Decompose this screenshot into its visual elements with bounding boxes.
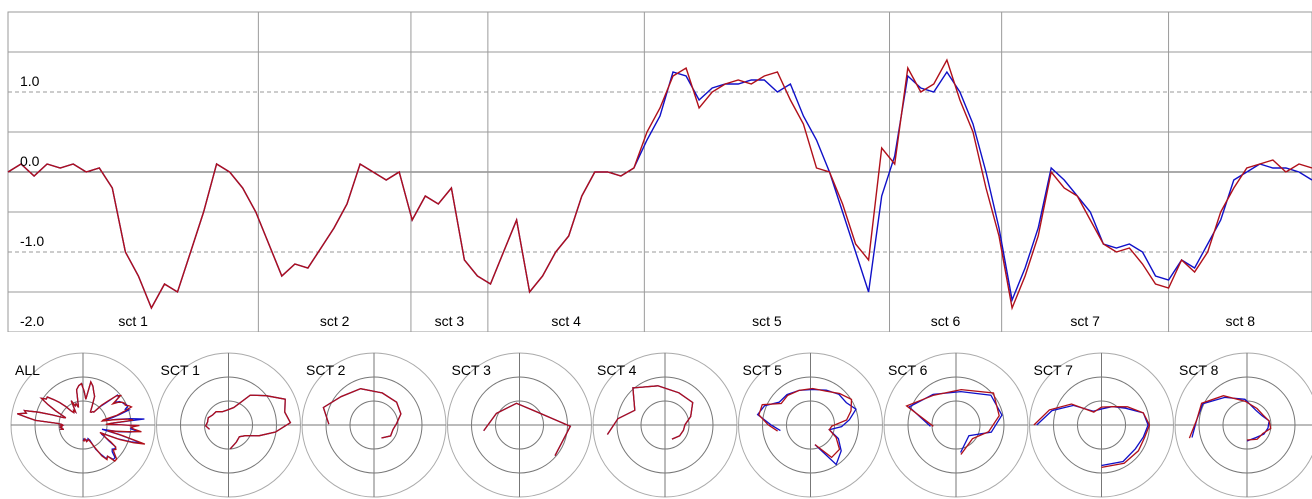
polar-trace-red xyxy=(905,388,1000,455)
polar-trace-red xyxy=(483,402,572,457)
polar-plot-all: ALL xyxy=(10,352,156,498)
sector-label: sct 2 xyxy=(320,313,350,329)
polar-trace-red xyxy=(606,385,694,440)
polar-label: SCT 8 xyxy=(1179,362,1219,378)
series-line-red xyxy=(7,58,1312,311)
y-tick-label: -1.0 xyxy=(20,233,44,249)
polar-trace-red xyxy=(1188,395,1272,441)
polar-label: SCT 6 xyxy=(888,362,928,378)
y-tick-label: 0.0 xyxy=(20,153,40,169)
polar-label: SCT 7 xyxy=(1034,362,1074,378)
polar-plots-row: ALL SCT 1 SCT 2 SCT 3 SCT 4 SCT 5 SCT 6 SCT 7 SC… xyxy=(10,352,1312,498)
polar-label: SCT 3 xyxy=(452,362,492,378)
sector-label: sct 6 xyxy=(931,313,961,329)
sector-label: sct 5 xyxy=(752,313,782,329)
grid-layer xyxy=(8,12,1312,332)
polar-label: SCT 4 xyxy=(597,362,637,378)
y-tick-label: -2.0 xyxy=(20,313,44,329)
polar-label: SCT 1 xyxy=(161,362,201,378)
polar-plot-sct-4: SCT 4 xyxy=(592,352,738,498)
series-layer xyxy=(7,58,1312,311)
polar-plot-sct-3: SCT 3 xyxy=(447,352,592,498)
polar-trace-red xyxy=(204,394,292,450)
polar-trace-red xyxy=(322,388,402,439)
main-line-chart: 1.0 0.0 -1.0 -2.0 sct 1 sct 2 sct 3 sct 4 sct 5 s… xyxy=(7,11,1312,332)
sector-label: sct 8 xyxy=(1225,313,1255,329)
sector-label: sct 4 xyxy=(551,313,581,329)
polar-plot-sct-1: SCT 1 xyxy=(156,352,301,498)
polar-trace-blue xyxy=(907,390,1003,453)
polar-plot-sct-5: SCT 5 xyxy=(738,352,883,498)
polar-trace-red xyxy=(1033,403,1151,469)
sector-label: sct 7 xyxy=(1070,313,1100,329)
label-layer: 1.0 0.0 -1.0 -2.0 sct 1 sct 2 sct 3 sct 4 sct 5 s… xyxy=(20,73,1255,329)
polar-plot-sct-2: SCT 2 xyxy=(301,352,447,498)
sector-label: sct 1 xyxy=(118,313,148,329)
y-tick-label: 1.0 xyxy=(20,73,40,89)
polar-layer: ALL SCT 1 SCT 2 SCT 3 SCT 4 SCT 5 SCT 6 SCT 7 SC… xyxy=(10,352,1312,498)
polar-label: SCT 2 xyxy=(306,362,346,378)
polar-trace-red xyxy=(758,387,853,459)
sector-label: sct 3 xyxy=(435,313,465,329)
polar-label: ALL xyxy=(15,362,40,378)
polar-trace-blue xyxy=(322,388,402,439)
polar-trace-blue xyxy=(1191,396,1270,442)
polar-plot-sct-8: SCT 8 xyxy=(1174,352,1312,498)
polar-trace-red xyxy=(17,380,146,462)
polar-label: SCT 5 xyxy=(743,362,783,378)
polar-trace-blue xyxy=(756,388,857,466)
polar-plot-sct-7: SCT 7 xyxy=(1029,352,1174,498)
polar-plot-sct-6: SCT 6 xyxy=(883,352,1029,498)
